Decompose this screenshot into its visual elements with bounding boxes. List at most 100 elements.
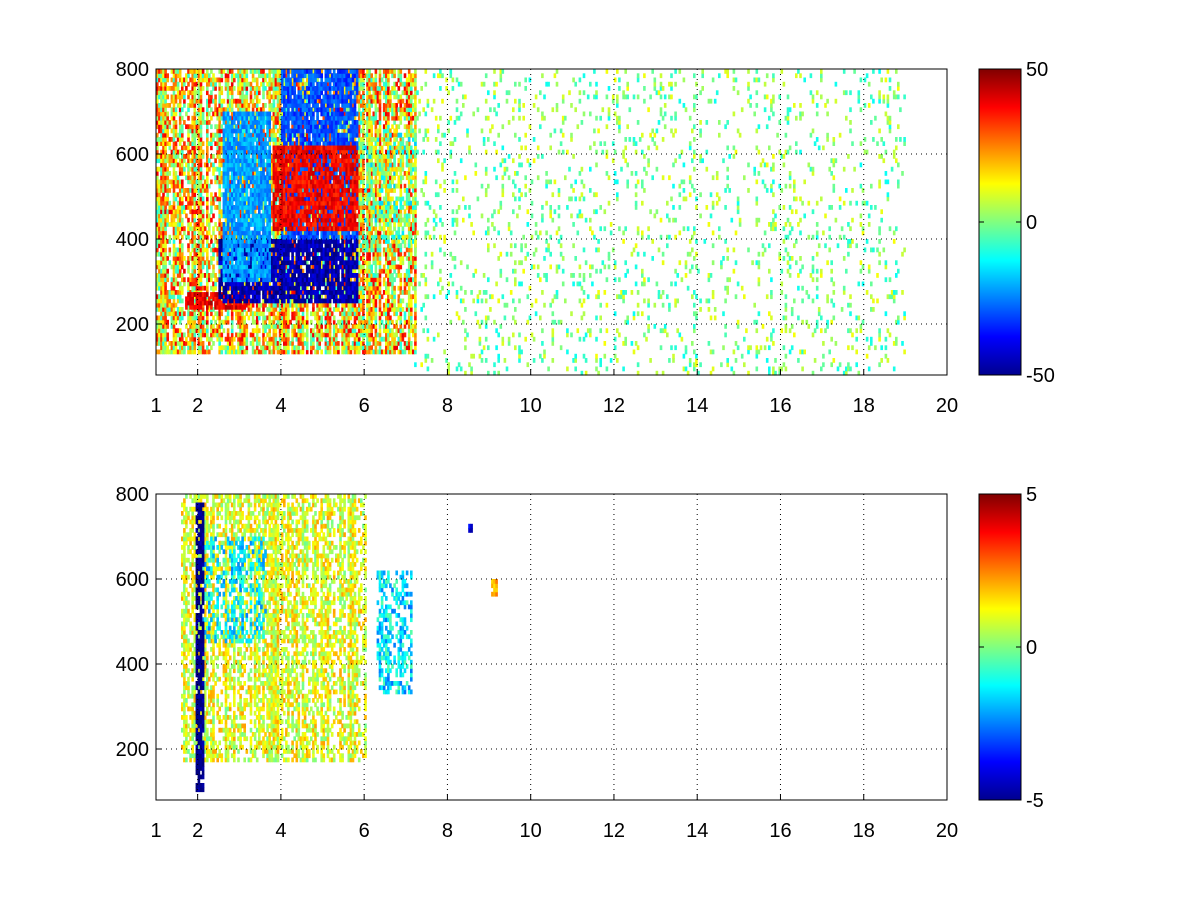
heatmap-cell <box>366 234 369 240</box>
heatmap-cell <box>176 332 180 338</box>
heatmap-cell <box>366 298 369 304</box>
heatmap-cell <box>172 86 176 91</box>
heatmap-cell <box>274 341 278 346</box>
heatmap-cell <box>328 132 332 138</box>
heatmap-cell <box>272 345 276 351</box>
heatmap-cell <box>278 98 282 104</box>
heatmap-cell <box>162 81 165 87</box>
heatmap-cell <box>160 154 163 159</box>
heatmap-cell <box>210 332 213 338</box>
heatmap-cell <box>193 268 197 274</box>
heatmap-cell <box>166 192 169 198</box>
heatmap-cell <box>362 273 365 278</box>
heatmap-cell <box>360 128 363 134</box>
heatmap-cell <box>178 188 182 193</box>
heatmap-cell <box>191 77 194 83</box>
heatmap-cell <box>335 332 338 338</box>
heatmap-cell <box>328 336 332 342</box>
heatmap-cell <box>222 158 226 164</box>
heatmap-cell <box>218 341 221 346</box>
heatmap-cell <box>197 128 201 134</box>
heatmap-cell <box>280 311 284 317</box>
heatmap-cell <box>178 209 182 215</box>
heatmap-cell <box>328 260 332 266</box>
heatmap-cell <box>276 90 280 96</box>
heatmap-cell <box>249 69 253 74</box>
heatmap-cell <box>216 336 219 342</box>
heatmap-cell <box>187 319 190 325</box>
heatmap-cell <box>353 302 357 308</box>
heatmap-cell <box>189 281 192 287</box>
heatmap-cell <box>262 324 265 329</box>
heatmap-cell <box>276 107 280 113</box>
heatmap-cell <box>345 183 348 189</box>
heatmap-cell <box>206 264 209 270</box>
heatmap-cell <box>166 128 169 134</box>
heatmap-cell <box>164 98 167 104</box>
heatmap-cell <box>355 332 359 338</box>
heatmap-cell <box>162 336 165 342</box>
heatmap-cell <box>168 307 172 312</box>
heatmap-cell <box>326 328 330 334</box>
heatmap-cell <box>276 345 280 351</box>
heatmap-cell <box>164 183 167 189</box>
heatmap-cell <box>197 179 201 185</box>
heatmap-cell <box>226 196 230 202</box>
heatmap-cell <box>172 132 176 138</box>
heatmap-cell <box>318 324 321 329</box>
heatmap-cell <box>280 324 284 329</box>
heatmap-cell <box>220 137 224 142</box>
heatmap-cell <box>170 264 174 270</box>
heatmap-cell <box>322 302 326 308</box>
heatmap-cell <box>266 315 269 321</box>
heatmap-cell <box>362 328 365 334</box>
heatmap-cell <box>368 294 371 300</box>
heatmap-cell <box>193 260 197 266</box>
heatmap-cell <box>162 332 165 338</box>
heatmap-cell <box>214 158 217 164</box>
heatmap-cell <box>303 341 307 346</box>
heatmap-cell <box>210 200 213 206</box>
heatmap-cell <box>201 222 205 227</box>
heatmap-cell <box>158 298 161 304</box>
heatmap-cell <box>297 336 301 342</box>
heatmap-cell <box>210 196 213 202</box>
heatmap-cell <box>172 183 176 189</box>
heatmap-cell <box>160 307 163 312</box>
heatmap-cell <box>195 120 199 125</box>
heatmap-cell <box>253 111 257 117</box>
heatmap-cell <box>328 324 332 329</box>
heatmap-cell <box>272 103 276 108</box>
heatmap-cell <box>337 345 340 351</box>
heatmap-cell <box>278 128 282 134</box>
heatmap-cell <box>168 234 172 240</box>
heatmap-cell <box>164 128 167 134</box>
heatmap-cell <box>176 328 180 334</box>
heatmap-cell <box>181 307 184 312</box>
heatmap-cell <box>345 107 348 113</box>
heatmap-cell <box>162 230 165 236</box>
heatmap-cell <box>287 319 290 325</box>
heatmap-cell <box>343 336 346 342</box>
heatmap-cell <box>158 111 161 117</box>
heatmap-cell <box>172 341 176 346</box>
heatmap-cell <box>355 341 359 346</box>
heatmap-cell <box>272 319 276 325</box>
heatmap-cell <box>362 115 365 121</box>
heatmap-cell <box>212 256 215 261</box>
heatmap-cell <box>255 345 259 351</box>
heatmap-cell <box>176 81 180 87</box>
heatmap-cell <box>360 175 363 181</box>
heatmap-cell <box>347 243 351 249</box>
heatmap-cell <box>310 341 313 346</box>
heatmap-cell <box>162 183 165 189</box>
heatmap-cell <box>285 73 288 79</box>
heatmap-cell <box>193 222 197 227</box>
heatmap-cell <box>226 90 230 96</box>
heatmap-cell <box>191 162 194 168</box>
heatmap-cell <box>160 336 163 342</box>
heatmap-cell <box>251 349 255 355</box>
heatmap-cell <box>203 260 207 266</box>
heatmap-cell <box>276 81 280 87</box>
heatmap-cell <box>162 260 165 266</box>
